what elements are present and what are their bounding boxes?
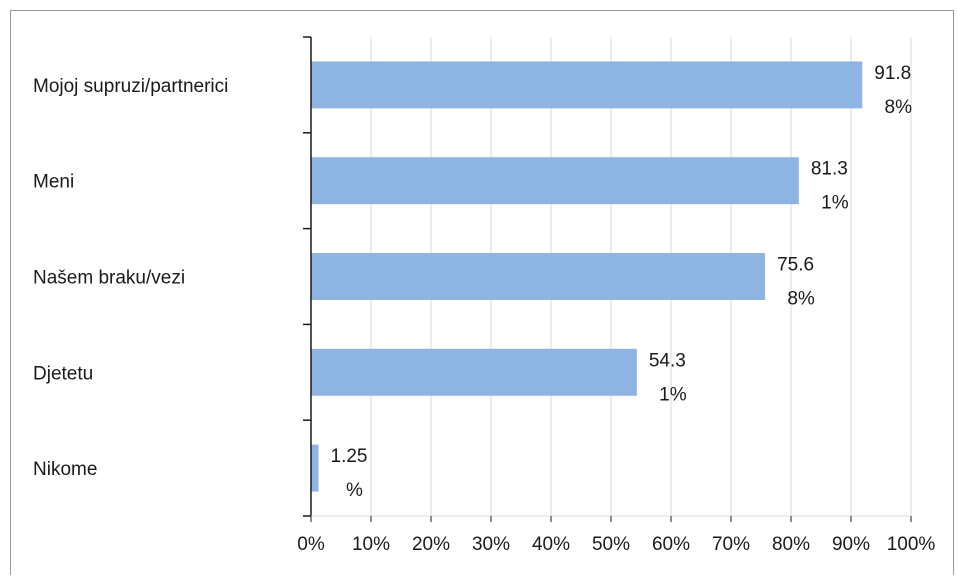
x-tick-label: 30% (472, 534, 510, 555)
data-label-line2: 8% (885, 97, 913, 118)
data-label-line1: 75.6 (777, 255, 814, 276)
bar (311, 157, 799, 205)
x-tick-label: 10% (352, 534, 390, 555)
category-label: Meni (33, 172, 74, 193)
bar (311, 61, 863, 109)
bar (311, 444, 319, 492)
data-label-line1: 81.3 (811, 159, 848, 180)
data-label-line2: 1% (659, 384, 687, 405)
x-tick-label: 40% (532, 534, 570, 555)
x-tick-label: 50% (592, 534, 630, 555)
x-tick-label: 90% (832, 534, 870, 555)
data-label-line2: % (346, 480, 363, 501)
data-label-line2: 1% (821, 193, 849, 214)
category-label: Nikome (33, 459, 97, 480)
bar (311, 348, 637, 396)
category-label: Našem braku/vezi (33, 268, 185, 289)
data-label-line2: 8% (787, 289, 815, 310)
data-label-line1: 54.3 (649, 350, 686, 371)
x-tick-label: 70% (712, 534, 750, 555)
bar (311, 253, 766, 300)
x-tick-label: 0% (297, 534, 325, 555)
x-tick-label: 60% (652, 534, 690, 555)
x-tick-label: 20% (412, 534, 450, 555)
category-label: Djetetu (33, 363, 93, 384)
category-label: Mojoj supruzi/partnerici (33, 76, 228, 97)
x-tick-label: 80% (772, 534, 810, 555)
data-label-line1: 1.25 (331, 446, 368, 467)
data-label-line1: 91.8 (874, 63, 911, 84)
x-tick-label: 100% (887, 534, 936, 555)
